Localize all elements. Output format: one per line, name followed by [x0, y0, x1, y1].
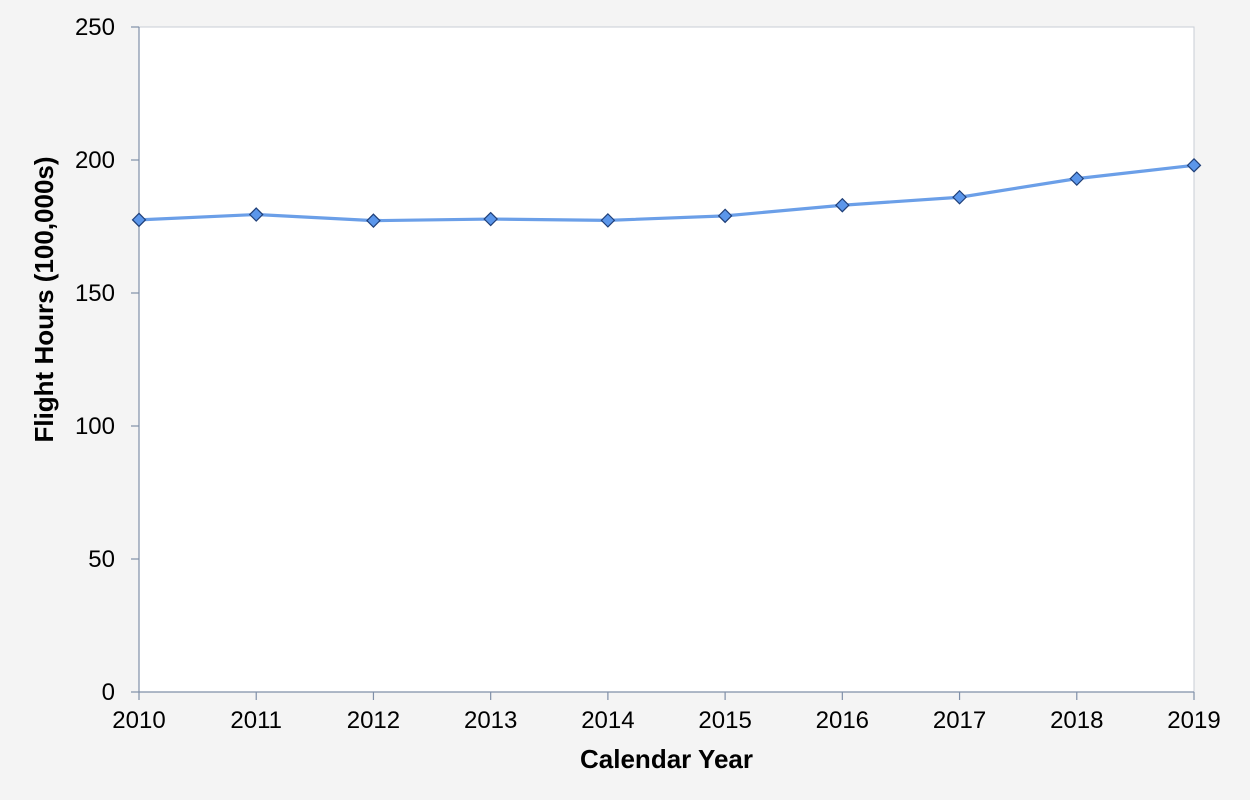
x-tick-label: 2017 — [933, 707, 986, 734]
y-tick-label: 50 — [88, 546, 115, 573]
y-tick-label: 150 — [75, 280, 115, 307]
data-point-marker — [248, 207, 264, 222]
x-tick-label: 2014 — [581, 707, 634, 734]
x-axis-title: Calendar Year — [580, 744, 753, 774]
x-tick-label: 2011 — [230, 707, 282, 734]
data-point-marker — [717, 208, 733, 224]
data-point-marker — [131, 212, 147, 228]
data-point-marker — [1186, 157, 1202, 173]
series-line — [137, 163, 1196, 223]
y-tick-label: 0 — [102, 679, 115, 706]
y-tick-label: 200 — [75, 147, 115, 174]
x-tick-label: 2015 — [698, 707, 751, 734]
y-tick-label: 100 — [75, 413, 115, 440]
data-point-marker — [366, 213, 381, 228]
plot-area — [138, 26, 1195, 693]
x-tick-label: 2019 — [1167, 707, 1220, 734]
x-tick-label: 2016 — [816, 707, 869, 734]
data-point-marker — [1069, 171, 1085, 186]
data-point-marker — [483, 211, 499, 227]
data-point-marker — [600, 213, 616, 228]
x-tick-label: 2018 — [1050, 707, 1103, 734]
x-tick-label: 2012 — [347, 707, 400, 734]
x-tick-label: 2013 — [464, 707, 517, 734]
data-point-marker — [834, 197, 850, 213]
x-tick-label: 2010 — [112, 707, 165, 734]
data-point-marker — [952, 189, 967, 205]
x-axis-ticks: 2010 2011 2012 2013 2014 2015 2016 2017 2018 2019 — [112, 691, 1221, 734]
y-tick-label: 250 — [75, 14, 115, 41]
series-layer — [131, 157, 1202, 228]
y-axis-ticks: 0 50 100 150 200 250 — [75, 14, 140, 706]
y-axis-title: Flight Hours (100,000s) — [29, 156, 59, 442]
